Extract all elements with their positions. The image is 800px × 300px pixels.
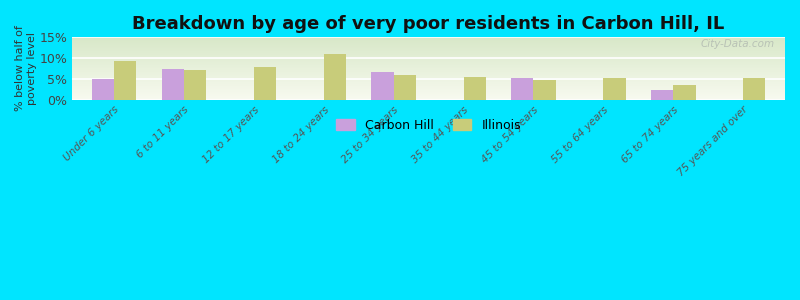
Bar	[114, 61, 137, 100]
Bar	[184, 70, 206, 100]
Bar	[371, 72, 394, 100]
Y-axis label: % below half of
poverty level: % below half of poverty level	[15, 26, 37, 111]
Title: Breakdown by age of very poor residents in Carbon Hill, IL: Breakdown by age of very poor residents …	[133, 15, 725, 33]
Legend: Carbon Hill, Illinois: Carbon Hill, Illinois	[331, 114, 526, 137]
Bar	[463, 77, 486, 100]
Text: City-Data.com: City-Data.com	[700, 39, 774, 49]
Bar	[92, 79, 114, 100]
Bar	[743, 78, 766, 100]
Bar	[324, 54, 346, 100]
Bar	[534, 80, 556, 100]
Bar	[394, 75, 416, 100]
Bar	[673, 85, 695, 100]
Bar	[651, 90, 673, 100]
Bar	[603, 78, 626, 100]
Bar	[254, 67, 276, 100]
Bar	[162, 69, 184, 100]
Bar	[511, 78, 534, 100]
